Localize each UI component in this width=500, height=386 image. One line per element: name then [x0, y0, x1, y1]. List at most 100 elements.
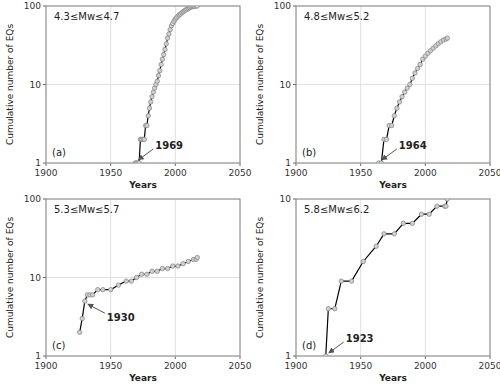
tick-label: 1	[35, 351, 41, 361]
point	[324, 354, 328, 356]
point	[435, 204, 439, 208]
point	[140, 272, 144, 276]
point	[395, 106, 399, 110]
point	[390, 123, 394, 127]
grid-line	[46, 84, 240, 85]
panel-label: (d)	[302, 340, 316, 351]
point	[146, 114, 150, 118]
annotation-arrow	[382, 149, 397, 160]
tick-label: 2000	[164, 168, 187, 178]
point	[129, 279, 133, 283]
point	[149, 100, 153, 104]
point	[171, 264, 175, 268]
point	[116, 283, 120, 287]
point	[176, 264, 180, 268]
annotation-arrow	[329, 342, 344, 353]
tick-label: 1	[285, 351, 291, 361]
tick-label: 2050	[479, 168, 500, 178]
annotation: 1969	[155, 140, 183, 151]
tick-label: 1	[35, 158, 41, 168]
panel-label: (a)	[52, 147, 66, 158]
point	[402, 90, 406, 94]
y-axis-label: Cumulative number of EQs	[255, 24, 265, 146]
tick-label: 2000	[164, 361, 187, 371]
point	[181, 261, 185, 265]
point	[137, 161, 141, 163]
grid-line	[425, 199, 426, 356]
figure: 1900 1950 2000 2050 1 10 100 4.3≤Mw≤4.7 (a) 1969 Y…	[0, 0, 500, 386]
point	[195, 255, 199, 259]
point	[83, 299, 87, 303]
point	[392, 232, 396, 236]
point	[161, 52, 165, 56]
panel: 19001950200020501101004.3≤Mw≤4.7(a)1969Y…	[5, 1, 252, 190]
panel: 19001950200020501101004.8≤Mw≤5.2(b)1964Y…	[255, 1, 500, 190]
point	[397, 100, 401, 104]
point	[418, 62, 422, 66]
tick-label: 10	[30, 80, 42, 90]
panel-label: (b)	[302, 147, 316, 158]
x-axis-label: Years	[378, 180, 407, 190]
point	[333, 307, 337, 311]
grid-line	[46, 277, 240, 278]
point	[361, 259, 365, 263]
panel: 19001950200020501105.8≤Mw≤6.2(d)1923Year…	[255, 194, 500, 383]
data-group	[133, 6, 199, 163]
tick-label: 10	[30, 273, 42, 283]
point	[384, 137, 388, 141]
panel: 19001950200020501101005.3≤Mw≤5.7(c)1930Y…	[5, 194, 252, 383]
tick-label: 1900	[35, 168, 58, 178]
point	[374, 244, 378, 248]
point	[167, 32, 171, 36]
x-axis-label: Years	[128, 180, 157, 190]
plot-frame	[296, 199, 490, 356]
point	[415, 66, 419, 70]
tick-label: 1950	[349, 168, 372, 178]
point	[445, 199, 449, 201]
tick-label: 100	[24, 1, 41, 11]
point	[163, 47, 167, 51]
line	[326, 199, 448, 356]
data-group	[377, 36, 450, 163]
point	[158, 68, 162, 72]
point	[150, 269, 154, 273]
point	[413, 71, 417, 75]
point	[96, 287, 100, 291]
point	[339, 279, 343, 283]
plot-frame	[46, 199, 240, 356]
y-axis-label: Cumulative number of EQs	[5, 217, 15, 339]
point	[160, 57, 164, 61]
line	[80, 257, 198, 332]
point	[108, 287, 112, 291]
point	[186, 259, 190, 263]
annotation-arrow	[88, 304, 105, 313]
tick-label: 10	[280, 194, 292, 204]
tick-label: 2050	[229, 361, 252, 371]
tick-label: 2000	[414, 168, 437, 178]
point	[419, 212, 423, 216]
line	[135, 6, 197, 163]
y-axis-label: Cumulative number of EQs	[5, 24, 15, 146]
point	[444, 204, 448, 208]
data-group	[77, 255, 199, 334]
point	[77, 330, 81, 334]
annotation: 1923	[346, 333, 374, 344]
point	[164, 42, 168, 46]
data-group	[324, 199, 450, 356]
point	[101, 287, 105, 291]
point	[195, 6, 199, 8]
point	[155, 269, 159, 273]
annotation-arrow	[138, 149, 153, 160]
point	[147, 106, 151, 110]
x-axis-label: Years	[378, 373, 407, 383]
title: 4.8≤Mw≤5.2	[304, 11, 369, 22]
point	[145, 123, 149, 127]
point	[349, 279, 353, 283]
point	[150, 94, 154, 98]
tick-label: 1950	[99, 361, 122, 371]
point	[80, 316, 84, 320]
point	[410, 221, 414, 225]
plot-frame	[296, 6, 490, 163]
title: 4.3≤Mw≤4.7	[54, 11, 119, 22]
tick-label: 2000	[414, 361, 437, 371]
